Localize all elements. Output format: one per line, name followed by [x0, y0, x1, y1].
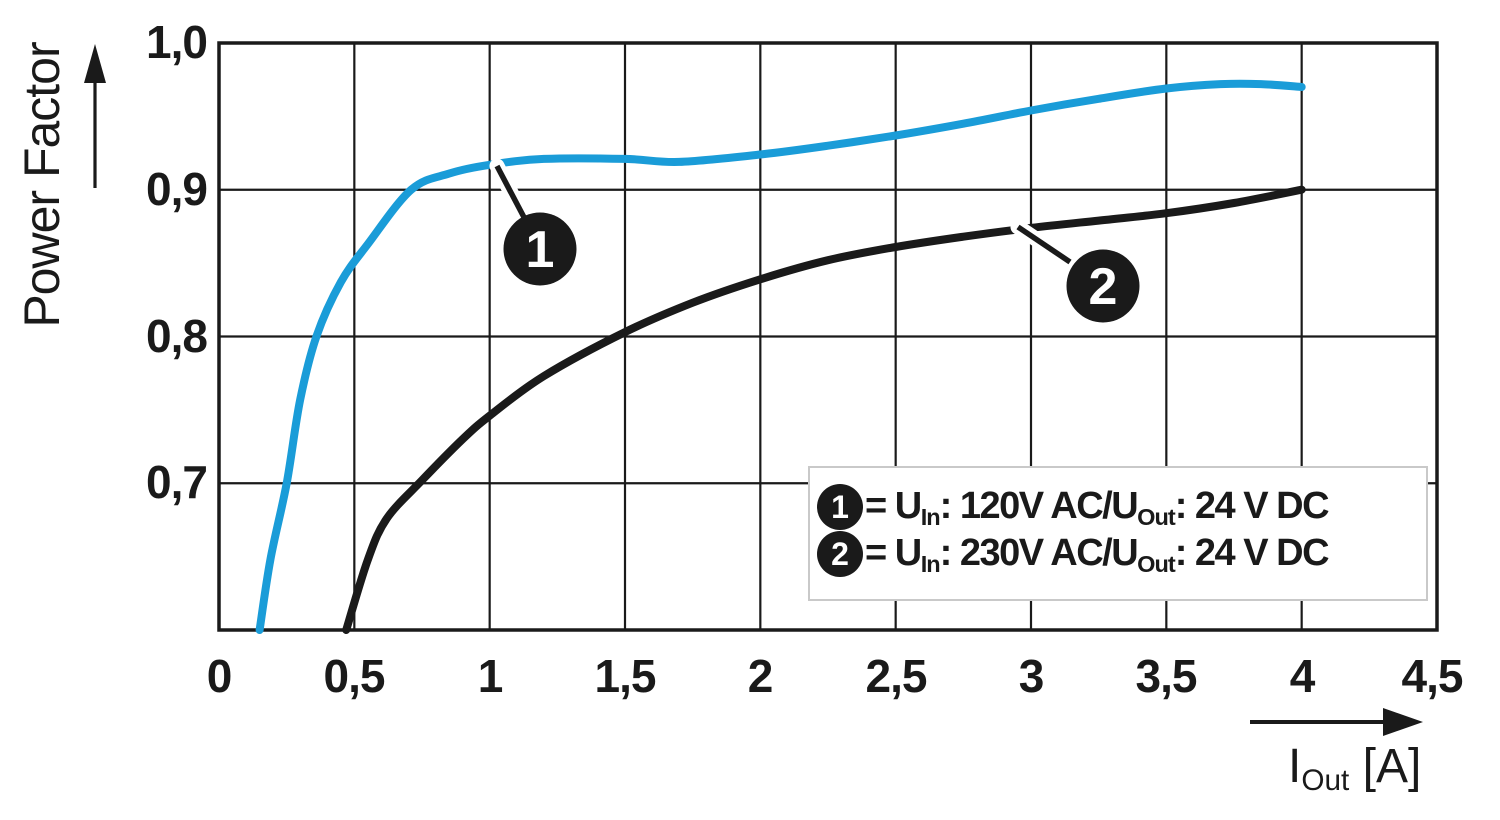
data-curves	[255, 79, 1306, 634]
legend-1-sub-out: Out	[1137, 503, 1176, 530]
legend-label-1: = UIn: 120V AC/UOut: 24 V DC	[865, 485, 1330, 530]
x-tick-label: 1	[477, 650, 504, 702]
x-tick-label: 0,5	[323, 650, 386, 702]
legend: 1 = UIn: 120V AC/UOut: 24 V DC 2 = UIn: …	[808, 466, 1428, 601]
legend-2-sub-in: In	[920, 550, 941, 577]
x-tick-label: 0	[206, 650, 233, 702]
marker-2-label: 2	[1089, 258, 1118, 316]
x-tick-label: 3,5	[1135, 650, 1198, 702]
legend-item-1: 1 = UIn: 120V AC/UOut: 24 V DC	[817, 483, 1426, 530]
y-tick-label: 0,7	[146, 456, 208, 508]
x-tick-label: 1,5	[594, 650, 657, 702]
marker-1-circle	[503, 212, 577, 286]
legend-item-2: 2 = UIn: 230V AC/UOut: 24 V DC	[817, 530, 1426, 577]
x-tick-label: 4	[1289, 650, 1316, 702]
y-tick-label: 1,0	[146, 16, 208, 68]
legend-badge-1: 1	[817, 483, 863, 530]
x-tick-label: 3	[1018, 650, 1045, 702]
x-axis-symbol-subscript: Out	[1301, 764, 1350, 798]
x-tick-label: 4,5	[1401, 650, 1464, 702]
plot-border	[217, 41, 1439, 632]
legend-1-text: = U	[865, 485, 922, 527]
x-tick-label: 2	[747, 650, 774, 702]
x-axis-symbol: I	[1288, 740, 1302, 793]
marker-1-leader	[494, 164, 530, 225]
x-tick-label: 2,5	[865, 650, 928, 702]
y-tick-label: 0,9	[146, 163, 208, 215]
y-axis-title: Power Factor	[14, 42, 70, 328]
x-axis-arrow-icon	[1250, 708, 1423, 736]
legend-label-2: = UIn: 230V AC/UOut: 24 V DC	[865, 532, 1330, 577]
legend-2-text: : 24 V DC	[1174, 532, 1330, 574]
legend-2-text: = U	[865, 532, 922, 574]
marker-2-callout: 2	[1010, 219, 1145, 328]
x-axis-unit: [A]	[1349, 740, 1422, 793]
y-tick-label: 0,8	[146, 310, 208, 362]
legend-2-text: : 230V AC/U	[939, 532, 1139, 574]
y-axis-arrow-icon	[84, 44, 106, 188]
marker-2-leader	[1016, 224, 1072, 265]
legend-1-sub-in: In	[920, 503, 941, 530]
legend-badge-2: 2	[817, 530, 863, 577]
marker-2-circle	[1066, 249, 1140, 323]
curve-1	[255, 79, 1306, 634]
legend-1-text: : 120V AC/U	[939, 485, 1139, 527]
marker-1-callout: 1	[489, 158, 582, 291]
marker-1-label: 1	[526, 221, 555, 279]
curve-2	[342, 185, 1306, 634]
legend-2-sub-out: Out	[1137, 550, 1176, 577]
legend-1-text: : 24 V DC	[1174, 485, 1330, 527]
x-axis-title: IOut [A]	[1288, 742, 1421, 798]
